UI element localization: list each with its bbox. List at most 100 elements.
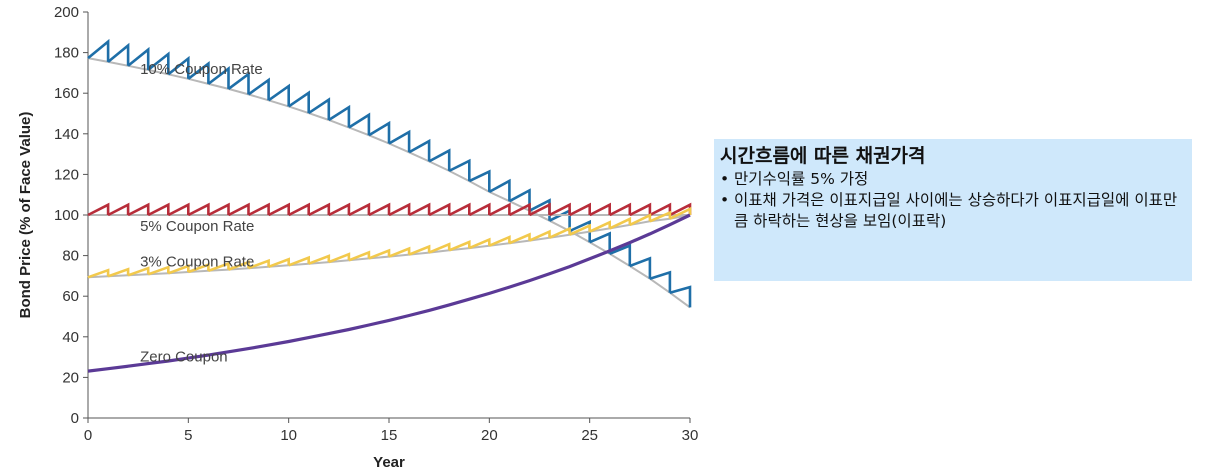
- x-tick-label: 15: [381, 427, 398, 444]
- sawtooth-segment: [649, 270, 672, 293]
- sawtooth-segment: [328, 252, 351, 264]
- sawtooth-segment: [87, 268, 110, 279]
- series-sawtooth-3-coupon-rate: [87, 206, 692, 279]
- sawtooth-segment: [348, 250, 371, 262]
- sawtooth-segment: [629, 256, 652, 279]
- sawtooth-segment: [408, 138, 431, 162]
- sawtooth-segment: [428, 148, 451, 171]
- y-tick-label: 80: [62, 248, 79, 265]
- series-label-zero-coupon: Zero Coupon: [140, 349, 228, 366]
- y-tick-label: 100: [54, 207, 79, 224]
- sawtooth-segment: [428, 202, 451, 217]
- sawtooth-segment: [508, 232, 531, 245]
- bond-price-chart: 0 20 40 60 80 100 120 140 160 180 200 0 5 10 15 20 25 30 Y…: [17, 4, 698, 471]
- sawtooth-segment: [147, 51, 170, 75]
- sawtooth-segment: [227, 202, 250, 217]
- sawtooth-segment: [488, 178, 511, 202]
- sawtooth-segment: [127, 266, 150, 277]
- callout-title: 시간흐름에 따른 채권가격: [720, 145, 926, 167]
- y-tick-label: 200: [54, 4, 79, 21]
- sawtooth-segment: [649, 210, 672, 223]
- sawtooth-segment: [408, 202, 431, 217]
- y-tick-label: 160: [54, 85, 79, 102]
- sawtooth-segment: [308, 254, 331, 265]
- sawtooth-segment: [569, 202, 591, 217]
- sawtooth-segment: [569, 223, 591, 236]
- sawtooth-segment: [589, 231, 611, 254]
- sawtooth-segment: [268, 257, 290, 269]
- sawtooth-segment: [528, 202, 551, 217]
- sawtooth-segment: [448, 202, 471, 217]
- y-tick-label: 120: [54, 166, 79, 183]
- sawtooth-segment: [448, 158, 471, 182]
- series-label-5-coupon-rate: 5% Coupon Rate: [140, 218, 254, 235]
- sawtooth-segment: [107, 267, 130, 278]
- sawtooth-segment: [468, 169, 491, 192]
- y-tick-label: 180: [54, 45, 79, 62]
- sawtooth-segment: [548, 202, 571, 217]
- sawtooth-segment: [187, 60, 210, 84]
- sawtooth-segment: [87, 38, 110, 62]
- sawtooth-segment: [147, 202, 170, 217]
- sawtooth-segment: [107, 202, 130, 217]
- sawtooth-segment: [368, 248, 391, 260]
- sawtooth-segment: [207, 261, 230, 273]
- x-tick-label: 10: [280, 427, 297, 444]
- x-tick-label: 5: [184, 427, 192, 444]
- sawtooth-segment: [368, 120, 391, 144]
- sawtooth-segment: [569, 219, 591, 243]
- y-tick-label: 20: [62, 369, 79, 386]
- x-tick-label: 0: [84, 427, 92, 444]
- sawtooth-segment: [328, 202, 351, 217]
- sawtooth-segment: [629, 213, 652, 227]
- sawtooth-segment: [528, 229, 551, 242]
- y-tick-label: 60: [62, 288, 79, 305]
- y-axis-title: Bond Price (% of Face Value): [17, 112, 34, 319]
- sawtooth-segment: [308, 202, 331, 217]
- sawtooth-segment: [589, 220, 611, 233]
- sawtooth-segment: [348, 202, 371, 217]
- sawtooth-segment: [167, 264, 190, 275]
- sawtooth-segment: [247, 202, 270, 217]
- callout-bullets: 만기수익률 5% 가정 이표채 가격은 이표지급일 사이에는 상승하다가 이표지…: [720, 169, 1186, 232]
- x-tick-label: 20: [481, 427, 498, 444]
- callout-bullet-ex-coupon: 이표채 가격은 이표지급일 사이에는 상승하다가 이표지급일에 이표만큼 하락하…: [720, 190, 1186, 232]
- sawtooth-segment: [287, 90, 310, 114]
- sawtooth-segment: [187, 262, 210, 274]
- callout-bullet-ytm: 만기수익률 5% 가정: [720, 169, 1186, 190]
- sawtooth-segment: [167, 55, 190, 79]
- sawtooth-segment: [468, 202, 491, 217]
- sawtooth-segment: [288, 255, 310, 267]
- sawtooth-segment: [267, 83, 290, 107]
- sawtooth-segment: [248, 258, 270, 270]
- y-tick-label: 140: [54, 126, 79, 143]
- series-label-3-coupon-rate: 3% Coupon Rate: [140, 253, 254, 270]
- sawtooth-segment: [368, 202, 391, 217]
- sawtooth-segment: [127, 46, 150, 70]
- x-tick-label: 25: [581, 427, 598, 444]
- sawtooth-segment: [107, 42, 130, 66]
- series-sawtooth-10-coupon-rate: [87, 38, 692, 308]
- sawtooth-segment: [609, 243, 632, 266]
- sawtooth-segment: [609, 216, 632, 230]
- sawtooth-segment: [488, 202, 511, 217]
- sawtooth-segment: [408, 244, 431, 256]
- sawtooth-segment: [669, 206, 692, 220]
- sawtooth-segment: [388, 202, 411, 217]
- sawtooth-segment: [87, 202, 110, 217]
- sawtooth-segment: [147, 265, 170, 276]
- sawtooth-segment: [488, 235, 511, 247]
- sawtooth-segment: [669, 285, 692, 308]
- sawtooth-segment: [228, 260, 250, 271]
- x-axis-title: Year: [373, 454, 405, 471]
- sawtooth-segment: [508, 202, 531, 217]
- sawtooth-segment: [629, 202, 652, 217]
- sawtooth-segment: [428, 242, 451, 254]
- sawtooth-segment: [247, 77, 270, 101]
- sawtooth-segment: [328, 104, 351, 128]
- sawtooth-segment: [307, 97, 331, 120]
- sawtooth-segment: [468, 237, 491, 250]
- sawtooth-segment: [448, 240, 471, 252]
- sawtooth-segment: [268, 202, 290, 217]
- y-tick-label: 0: [71, 410, 79, 427]
